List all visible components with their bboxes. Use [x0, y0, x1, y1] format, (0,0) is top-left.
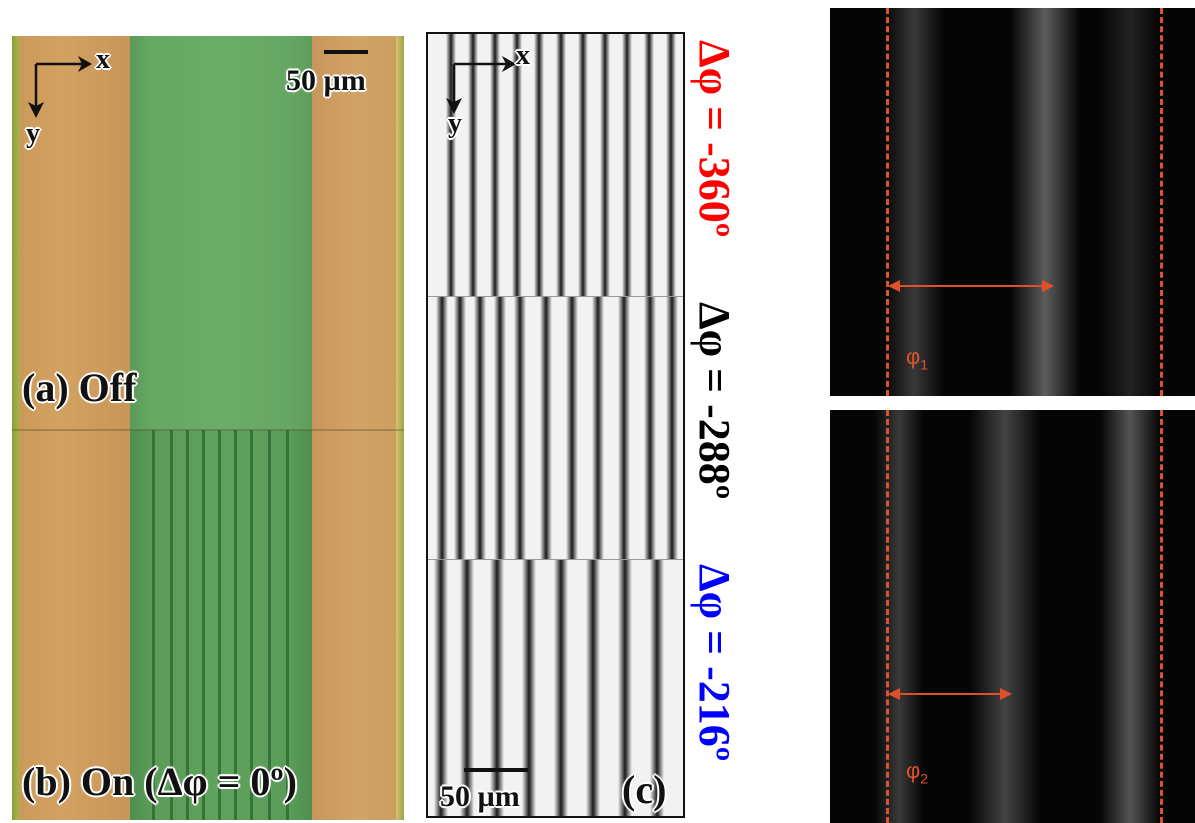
- axis-y-label: y: [26, 118, 40, 149]
- panel-divider: [12, 429, 404, 431]
- boundary-right: [1160, 410, 1163, 823]
- axes-icon: [446, 56, 516, 114]
- scale-bar: [324, 50, 368, 54]
- phi2-label: φ2: [906, 758, 929, 787]
- stripe: [250, 430, 253, 820]
- boundary-left: [886, 8, 889, 396]
- boundary-right: [1160, 8, 1163, 396]
- fringe-section-288: [428, 297, 683, 559]
- axes-icon: [28, 56, 92, 118]
- fluorescence-top-image: [830, 8, 1195, 396]
- right-edge: [396, 430, 404, 820]
- section-divider: [428, 296, 683, 297]
- on-state-image: [12, 430, 404, 820]
- axis-x-label: x: [516, 40, 530, 71]
- axis-y-label: y: [448, 108, 462, 139]
- axis-x-label: x: [96, 44, 110, 75]
- electrode-right: [312, 430, 396, 820]
- off-state-image: [12, 36, 404, 430]
- double-arrow-icon: [888, 280, 1054, 292]
- channel-region: [130, 430, 312, 820]
- fluorescence-bottom-image: [830, 410, 1195, 823]
- electrode-left: [20, 36, 130, 430]
- fringe-section-360: [428, 34, 683, 296]
- electrode-right: [312, 36, 396, 430]
- stripe: [218, 430, 221, 820]
- phase-label-288: Δφ = -288º: [690, 302, 739, 500]
- stripe: [268, 430, 271, 820]
- phase-label-360: Δφ = -360º: [690, 40, 739, 238]
- boundary-left: [886, 410, 889, 823]
- scale-bar: [464, 768, 528, 772]
- fringe-section-216: [428, 560, 683, 816]
- panel-c-label: (c): [622, 767, 667, 812]
- simulation-panel-c: [426, 32, 685, 818]
- electrode-left: [20, 430, 130, 820]
- stripe: [152, 430, 155, 820]
- double-arrow-icon: [888, 688, 1012, 700]
- channel-region: [130, 36, 312, 430]
- scale-bar-label: 50 µm: [286, 64, 366, 97]
- section-divider: [428, 559, 683, 560]
- off-label: (a) Off: [22, 365, 137, 410]
- stripe: [186, 430, 189, 820]
- stripe: [234, 430, 237, 820]
- phase-label-216: Δφ = -216º: [690, 564, 739, 762]
- on-label: (b) On (Δφ = 0º): [22, 759, 297, 804]
- right-edge: [396, 36, 404, 430]
- stripe: [286, 430, 289, 820]
- scale-bar-label: 50 µm: [440, 780, 520, 813]
- stripe: [202, 430, 205, 820]
- phi1-label: φ1: [906, 344, 929, 373]
- stripe: [170, 430, 173, 820]
- micrograph-panel-ab: [12, 36, 404, 820]
